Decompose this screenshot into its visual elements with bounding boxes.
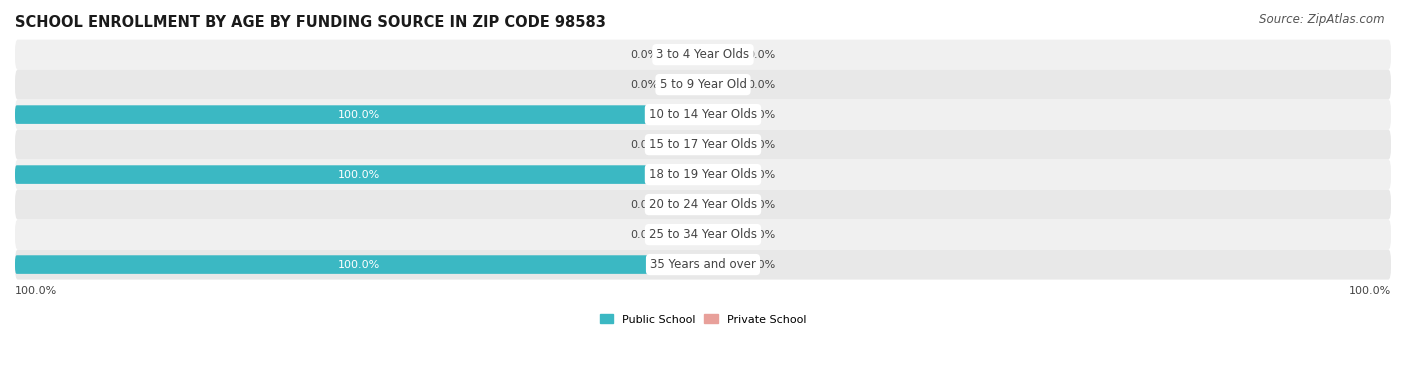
Text: 18 to 19 Year Olds: 18 to 19 Year Olds [650, 168, 756, 181]
FancyBboxPatch shape [669, 195, 703, 214]
FancyBboxPatch shape [669, 225, 703, 244]
FancyBboxPatch shape [703, 105, 737, 124]
FancyBboxPatch shape [15, 255, 703, 274]
FancyBboxPatch shape [15, 190, 1391, 219]
Text: 10 to 14 Year Olds: 10 to 14 Year Olds [650, 108, 756, 121]
FancyBboxPatch shape [703, 75, 737, 94]
FancyBboxPatch shape [703, 135, 737, 154]
Text: 100.0%: 100.0% [337, 110, 380, 120]
Text: 100.0%: 100.0% [337, 170, 380, 179]
Text: 100.0%: 100.0% [1348, 285, 1391, 296]
Text: 100.0%: 100.0% [337, 260, 380, 270]
FancyBboxPatch shape [15, 165, 703, 184]
FancyBboxPatch shape [703, 255, 737, 274]
FancyBboxPatch shape [669, 135, 703, 154]
Text: 25 to 34 Year Olds: 25 to 34 Year Olds [650, 228, 756, 241]
Text: 0.0%: 0.0% [748, 50, 776, 60]
Text: 0.0%: 0.0% [748, 170, 776, 179]
Text: 0.0%: 0.0% [748, 139, 776, 150]
Text: 0.0%: 0.0% [630, 139, 658, 150]
Text: 5 to 9 Year Old: 5 to 9 Year Old [659, 78, 747, 91]
FancyBboxPatch shape [703, 225, 737, 244]
Text: 0.0%: 0.0% [630, 80, 658, 90]
FancyBboxPatch shape [15, 250, 1391, 280]
FancyBboxPatch shape [703, 195, 737, 214]
Text: SCHOOL ENROLLMENT BY AGE BY FUNDING SOURCE IN ZIP CODE 98583: SCHOOL ENROLLMENT BY AGE BY FUNDING SOUR… [15, 15, 606, 30]
FancyBboxPatch shape [669, 45, 703, 64]
Text: 15 to 17 Year Olds: 15 to 17 Year Olds [650, 138, 756, 151]
FancyBboxPatch shape [703, 45, 737, 64]
Text: 35 Years and over: 35 Years and over [650, 258, 756, 271]
FancyBboxPatch shape [15, 100, 1391, 130]
FancyBboxPatch shape [15, 159, 1391, 190]
FancyBboxPatch shape [15, 70, 1391, 100]
FancyBboxPatch shape [669, 75, 703, 94]
Text: 0.0%: 0.0% [748, 110, 776, 120]
Text: 3 to 4 Year Olds: 3 to 4 Year Olds [657, 48, 749, 61]
Text: 0.0%: 0.0% [630, 50, 658, 60]
FancyBboxPatch shape [15, 219, 1391, 250]
Text: 0.0%: 0.0% [748, 80, 776, 90]
Text: 0.0%: 0.0% [630, 199, 658, 210]
Text: 0.0%: 0.0% [630, 230, 658, 239]
FancyBboxPatch shape [15, 130, 1391, 159]
Text: Source: ZipAtlas.com: Source: ZipAtlas.com [1260, 13, 1385, 26]
FancyBboxPatch shape [703, 165, 737, 184]
FancyBboxPatch shape [15, 105, 703, 124]
Text: 0.0%: 0.0% [748, 199, 776, 210]
Text: 0.0%: 0.0% [748, 260, 776, 270]
Legend: Public School, Private School: Public School, Private School [595, 310, 811, 329]
FancyBboxPatch shape [15, 40, 1391, 70]
Text: 0.0%: 0.0% [748, 230, 776, 239]
Text: 20 to 24 Year Olds: 20 to 24 Year Olds [650, 198, 756, 211]
Text: 100.0%: 100.0% [15, 285, 58, 296]
